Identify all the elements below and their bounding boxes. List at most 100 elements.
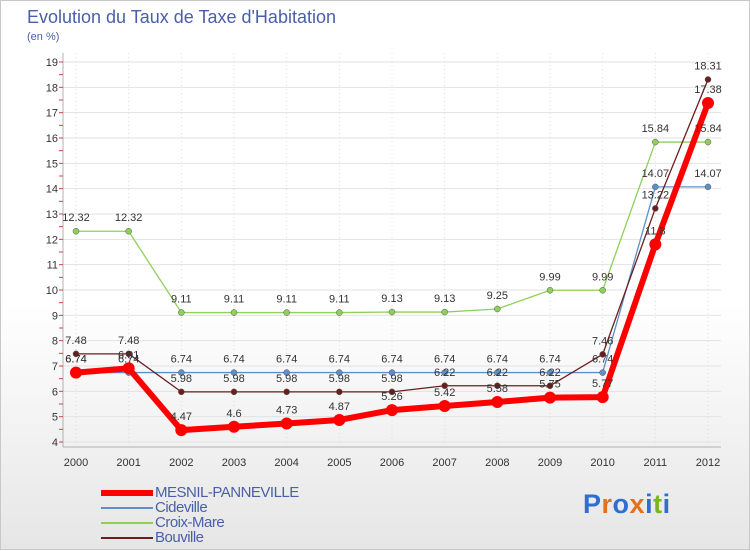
data-label: 9.11 (171, 294, 192, 306)
data-label: 6.22 (539, 367, 560, 379)
legend-swatch-cideville (101, 507, 153, 509)
data-label: 5.75 (539, 379, 560, 391)
data-label: 6.74 (65, 354, 86, 366)
data-point (494, 369, 501, 376)
data-point (649, 238, 662, 251)
data-label: 9.11 (224, 294, 245, 306)
data-point (704, 183, 712, 191)
data-label: 4.73 (276, 405, 297, 417)
data-label: 7.48 (118, 335, 139, 347)
data-label: 9.11 (276, 294, 297, 306)
data-point (72, 227, 80, 235)
logo-letter: i (645, 489, 654, 519)
y-tick-label: 16 (46, 133, 58, 145)
data-label: 9.99 (539, 271, 560, 283)
data-point (546, 287, 554, 294)
x-tick-label: 2012 (696, 457, 720, 469)
y-tick-label: 14 (46, 184, 58, 196)
series-line-0 (75, 141, 709, 314)
data-point (283, 369, 290, 376)
logo-letter: x (629, 489, 646, 519)
data-label: 6.74 (171, 354, 192, 366)
data-label: 5.98 (329, 373, 350, 385)
data-label: 12.32 (62, 212, 90, 224)
data-label: 12.32 (115, 212, 143, 224)
y-tick-label: 7 (52, 361, 58, 373)
data-point (122, 362, 135, 375)
data-point (494, 382, 501, 390)
x-tick-label: 2011 (644, 457, 668, 469)
data-point (333, 413, 346, 426)
data-point (652, 138, 659, 146)
data-point (336, 388, 343, 396)
logo-letter: o (612, 489, 630, 519)
data-label: 6.91 (118, 349, 139, 361)
data-point (125, 227, 132, 235)
data-label: 5.98 (171, 373, 192, 385)
data-label: 9.13 (381, 293, 402, 305)
data-point (283, 388, 290, 396)
data-point (491, 395, 504, 408)
data-label: 5.42 (434, 387, 455, 399)
axes: 4 5 6 7 8 9 10 11 12 13 14 15 16 17 18 19 2000 2001 2002 20… (46, 53, 721, 469)
y-tick-label: 9 (52, 310, 58, 322)
data-label: 6.74 (381, 354, 402, 366)
data-point (441, 382, 448, 390)
data-point (175, 424, 188, 437)
legend-label-bouville: Bouville (155, 529, 204, 546)
data-point (178, 309, 185, 316)
data-point (599, 369, 606, 376)
x-tick-label: 2003 (222, 457, 246, 469)
data-point (702, 97, 714, 110)
data-point (441, 308, 448, 316)
data-point (599, 351, 606, 358)
data-label: 4.47 (171, 411, 192, 423)
data-label: 6.74 (539, 354, 560, 366)
legend-swatch-croix (101, 522, 153, 524)
x-tick-label: 2008 (485, 457, 509, 469)
data-point (704, 76, 712, 83)
logo-letter: r (601, 489, 613, 519)
data-label: 15.84 (642, 123, 670, 135)
data-label: 6.74 (329, 354, 350, 366)
data-point (230, 369, 238, 376)
y-tick-label: 19 (46, 57, 58, 69)
data-point (178, 388, 185, 396)
x-tick-label: 2010 (590, 457, 614, 469)
y-tick-label: 10 (46, 285, 58, 297)
legend-swatch-mesnil (101, 490, 153, 496)
y-tick-label: 8 (52, 336, 58, 348)
data-label: 6.74 (592, 354, 613, 366)
data-point (652, 183, 659, 191)
proxiti-logo: Proxiti (583, 489, 671, 520)
data-point (704, 138, 712, 146)
legend-label-croix: Croix-Mare (155, 514, 225, 531)
data-point (438, 400, 451, 413)
data-label: 9.11 (329, 294, 350, 306)
data-point (283, 309, 290, 316)
data-point (388, 369, 396, 376)
logo-letter: i (662, 489, 671, 519)
data-label: 4.6 (226, 408, 241, 420)
data-point (386, 404, 398, 417)
data-label: 7.46 (592, 335, 613, 347)
legend-swatch-bouville (101, 537, 153, 539)
y-tick-label: 6 (52, 386, 58, 398)
data-label: 9.25 (487, 290, 508, 302)
data-point (388, 388, 396, 396)
data-label: 11.8 (645, 225, 666, 237)
data-label: 4.87 (329, 401, 350, 413)
data-label: 6.74 (118, 354, 139, 366)
x-tick-label: 2002 (169, 457, 193, 469)
data-label: 5.58 (487, 383, 508, 395)
series-group (70, 76, 714, 437)
data-point (72, 350, 80, 358)
chart-title: Evolution du Taux de Taxe d'Habitation (27, 7, 336, 27)
data-label: 9.99 (592, 271, 613, 283)
data-point (178, 369, 185, 376)
x-tick-label: 2000 (64, 457, 88, 469)
x-tick-label: 2009 (538, 457, 562, 469)
data-label: 5.98 (381, 373, 402, 385)
